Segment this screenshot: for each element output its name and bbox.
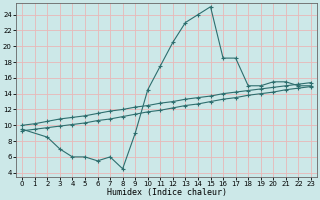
X-axis label: Humidex (Indice chaleur): Humidex (Indice chaleur) xyxy=(107,188,227,197)
